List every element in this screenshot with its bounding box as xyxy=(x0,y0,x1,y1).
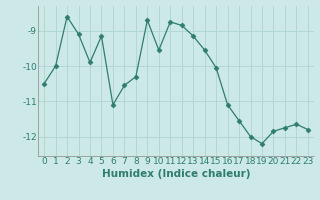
X-axis label: Humidex (Indice chaleur): Humidex (Indice chaleur) xyxy=(102,169,250,179)
